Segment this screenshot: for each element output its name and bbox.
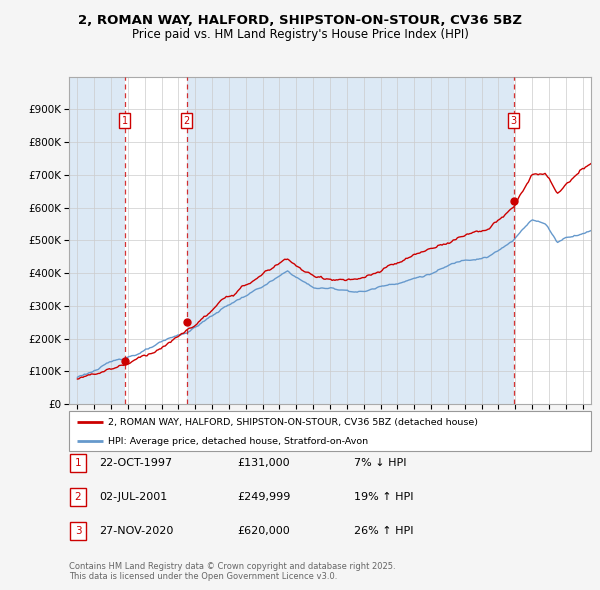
Text: 2: 2 bbox=[74, 492, 82, 502]
Text: Contains HM Land Registry data © Crown copyright and database right 2025.
This d: Contains HM Land Registry data © Crown c… bbox=[69, 562, 395, 581]
Text: 1: 1 bbox=[122, 116, 128, 126]
Text: 3: 3 bbox=[74, 526, 82, 536]
Text: Price paid vs. HM Land Registry's House Price Index (HPI): Price paid vs. HM Land Registry's House … bbox=[131, 28, 469, 41]
Text: 22-OCT-1997: 22-OCT-1997 bbox=[99, 458, 172, 468]
Text: 2: 2 bbox=[184, 116, 190, 126]
Text: 1: 1 bbox=[74, 458, 82, 468]
Text: HPI: Average price, detached house, Stratford-on-Avon: HPI: Average price, detached house, Stra… bbox=[108, 437, 368, 446]
Text: 26% ↑ HPI: 26% ↑ HPI bbox=[354, 526, 413, 536]
Text: 19% ↑ HPI: 19% ↑ HPI bbox=[354, 492, 413, 502]
Text: 3: 3 bbox=[511, 116, 517, 126]
Text: 7% ↓ HPI: 7% ↓ HPI bbox=[354, 458, 407, 468]
Text: £249,999: £249,999 bbox=[237, 492, 290, 502]
Bar bbox=[69, 77, 125, 404]
Text: 2, ROMAN WAY, HALFORD, SHIPSTON-ON-STOUR, CV36 5BZ (detached house): 2, ROMAN WAY, HALFORD, SHIPSTON-ON-STOUR… bbox=[108, 418, 478, 427]
Bar bbox=[187, 77, 514, 404]
Text: £620,000: £620,000 bbox=[237, 526, 290, 536]
Text: 2, ROMAN WAY, HALFORD, SHIPSTON-ON-STOUR, CV36 5BZ: 2, ROMAN WAY, HALFORD, SHIPSTON-ON-STOUR… bbox=[78, 14, 522, 27]
Text: £131,000: £131,000 bbox=[237, 458, 290, 468]
Text: 02-JUL-2001: 02-JUL-2001 bbox=[99, 492, 167, 502]
Text: 27-NOV-2020: 27-NOV-2020 bbox=[99, 526, 173, 536]
